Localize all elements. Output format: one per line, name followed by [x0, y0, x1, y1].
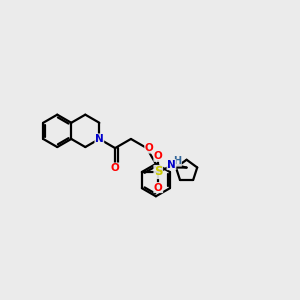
Text: N: N — [95, 134, 104, 144]
Text: H: H — [173, 156, 181, 166]
Text: O: O — [145, 143, 154, 153]
Text: O: O — [154, 183, 163, 193]
Text: O: O — [154, 152, 163, 161]
Text: S: S — [154, 166, 163, 178]
Text: N: N — [167, 160, 176, 170]
Text: O: O — [111, 163, 119, 173]
